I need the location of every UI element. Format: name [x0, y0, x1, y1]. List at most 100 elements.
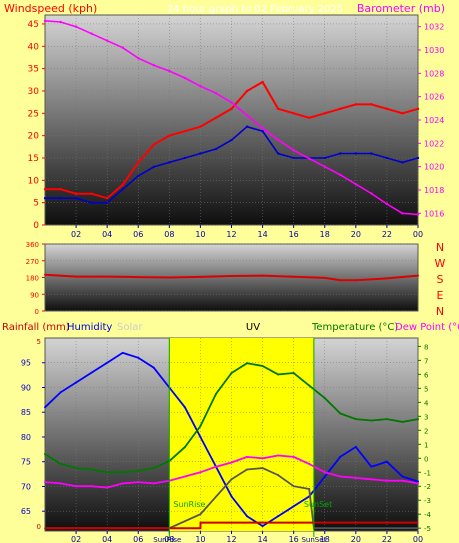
- wind-direction-point: [137, 276, 140, 279]
- humidity-point: [90, 371, 93, 374]
- y-tick-label: 85: [21, 408, 31, 417]
- average-wind-point: [121, 188, 124, 191]
- y-tick-label: 15: [28, 154, 39, 164]
- dewpoint-point: [75, 485, 78, 488]
- humidity-point: [417, 480, 419, 483]
- y-right-tick-label: 2: [424, 427, 428, 435]
- rainfall-axis: 05: [37, 338, 41, 531]
- humidity-point: [385, 460, 388, 463]
- windspeed-point: [152, 143, 155, 146]
- y-tick-label: 90: [30, 291, 39, 299]
- windspeed-point: [90, 192, 93, 195]
- temperature-title: Temperature (°C): [311, 322, 398, 333]
- dewpoint-point: [308, 462, 311, 465]
- uv-point: [230, 478, 233, 481]
- humidity-point: [106, 361, 109, 364]
- windspeed-point: [385, 107, 389, 111]
- windspeed-point: [308, 116, 311, 119]
- temperature-point: [214, 392, 217, 395]
- y-tick-label: 95: [21, 359, 31, 368]
- dewpoint-point: [230, 461, 233, 464]
- windspeed-point: [245, 89, 249, 93]
- temperature-point: [277, 373, 280, 376]
- y-tick-label: 360: [26, 241, 39, 249]
- windspeed-point: [168, 134, 171, 137]
- uv-title: UV: [246, 322, 260, 333]
- x-tick-label: 18: [320, 535, 330, 543]
- temperature-point: [183, 446, 186, 449]
- barometer-point: [214, 91, 218, 95]
- wind-direction-point: [385, 277, 388, 280]
- humidity-point: [370, 465, 373, 468]
- barometer-point: [401, 212, 404, 215]
- average-wind-point: [401, 161, 404, 164]
- temperature-point: [308, 384, 311, 387]
- x-tick-label: 08: [164, 230, 174, 239]
- humidity-point: [121, 351, 124, 354]
- temperature-point: [354, 418, 357, 421]
- dewpoint-point: [354, 476, 357, 479]
- humidity-point: [199, 435, 202, 438]
- temperature-point: [417, 418, 419, 421]
- humidity-point: [44, 406, 46, 409]
- uv-point: [199, 513, 202, 516]
- dewpoint-point: [277, 454, 280, 457]
- wind-direction-point: [323, 276, 326, 279]
- dewpoint-point: [44, 481, 46, 484]
- dewpoint-point: [401, 479, 404, 482]
- y-right-tick-label: 1026: [424, 93, 444, 102]
- y-tick-label: 30: [28, 87, 40, 97]
- dewpoint-point: [183, 475, 186, 478]
- average-wind-point: [105, 201, 109, 204]
- windspeed-point: [230, 107, 233, 111]
- x-tick-label: 04: [102, 230, 112, 239]
- y-tick-label: 40: [28, 42, 40, 52]
- x-tick-label: 22: [382, 535, 392, 543]
- sunset-axis-label: SunSet: [301, 536, 326, 543]
- y-right-tick-label: -4: [424, 511, 432, 519]
- barometer-point: [416, 213, 420, 216]
- x-tick-label: 06: [133, 230, 143, 239]
- average-wind-point: [199, 152, 202, 155]
- wind-series-lines: [43, 19, 420, 216]
- y-right-tick-label: 1030: [424, 46, 444, 55]
- humidity-point: [152, 366, 155, 369]
- average-wind-point: [90, 201, 93, 204]
- barometer-point: [339, 173, 342, 177]
- barometer-point: [292, 149, 295, 152]
- dewpoint-title: Dew Point (°C): [395, 322, 459, 333]
- humidity-title: Humidity: [67, 322, 112, 333]
- temperature-point: [75, 467, 78, 470]
- windspeed-title: Windspeed (kph): [4, 2, 97, 15]
- average-wind-point: [354, 152, 358, 155]
- y-tick-label: 0: [33, 221, 39, 231]
- x-tick-label: 04: [102, 535, 112, 543]
- temperature-point: [199, 425, 202, 428]
- windspeed-point: [416, 107, 420, 111]
- uv-point: [417, 527, 419, 530]
- dewpoint-point: [137, 481, 140, 484]
- windspeed-point: [276, 107, 280, 111]
- average-wind-point: [183, 156, 187, 160]
- wind-direction-point: [417, 274, 419, 277]
- humidity-point: [59, 391, 62, 394]
- x-tick-label: 22: [382, 230, 392, 239]
- barometer-point: [370, 192, 373, 195]
- solar-title: Solar: [117, 322, 143, 333]
- y-tick-label: 270: [26, 258, 39, 266]
- y-right-tick-label: 1018: [424, 186, 444, 195]
- y-right-tick-label: 1022: [424, 139, 444, 148]
- average-wind-point: [370, 152, 373, 155]
- barometer-point: [137, 56, 140, 60]
- humidity-axis: 65 70 75 80 85 90 95: [21, 359, 45, 516]
- x-tick-label: 08: [164, 535, 174, 543]
- y-right-tick-label: 7: [424, 357, 428, 365]
- wind-time-axis: 02 04 06 08 10 12 14 16 18 20 22 00: [71, 225, 423, 239]
- humidity-point: [277, 515, 280, 518]
- temperature-point: [292, 371, 295, 374]
- compass-s: S: [437, 273, 444, 286]
- x-tick-label: 02: [71, 230, 81, 239]
- uv-point: [261, 467, 264, 470]
- average-wind-point: [416, 156, 420, 160]
